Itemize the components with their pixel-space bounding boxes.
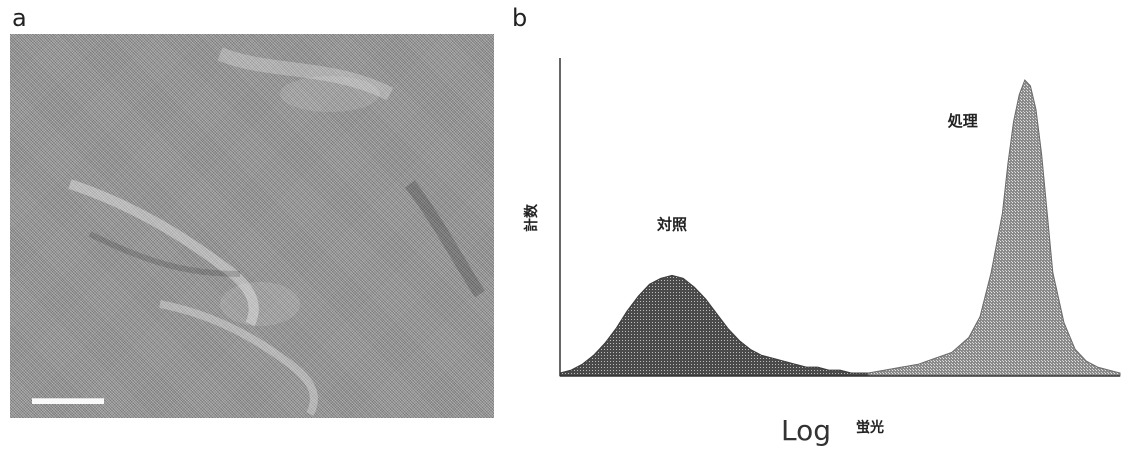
histogram-area-treated (867, 79, 1121, 377)
series-label-control: 対照 (656, 215, 687, 233)
histogram-area-control (559, 274, 896, 377)
x-axis-label-fluorescence: 蛍光 (856, 419, 884, 436)
fluorescence-histogram: 計数 対照 処理 Log 蛍光 (523, 58, 1121, 447)
series-label-treated: 処理 (947, 112, 978, 130)
panel-label-a: a (12, 4, 27, 32)
y-axis-label: 計数 (523, 203, 540, 232)
x-axis-label-log: Log (781, 414, 831, 447)
micrograph-texture (68, 47, 485, 416)
panel-label-b: b (512, 4, 528, 32)
scale-bar (32, 398, 104, 404)
micrograph-image (10, 34, 494, 418)
